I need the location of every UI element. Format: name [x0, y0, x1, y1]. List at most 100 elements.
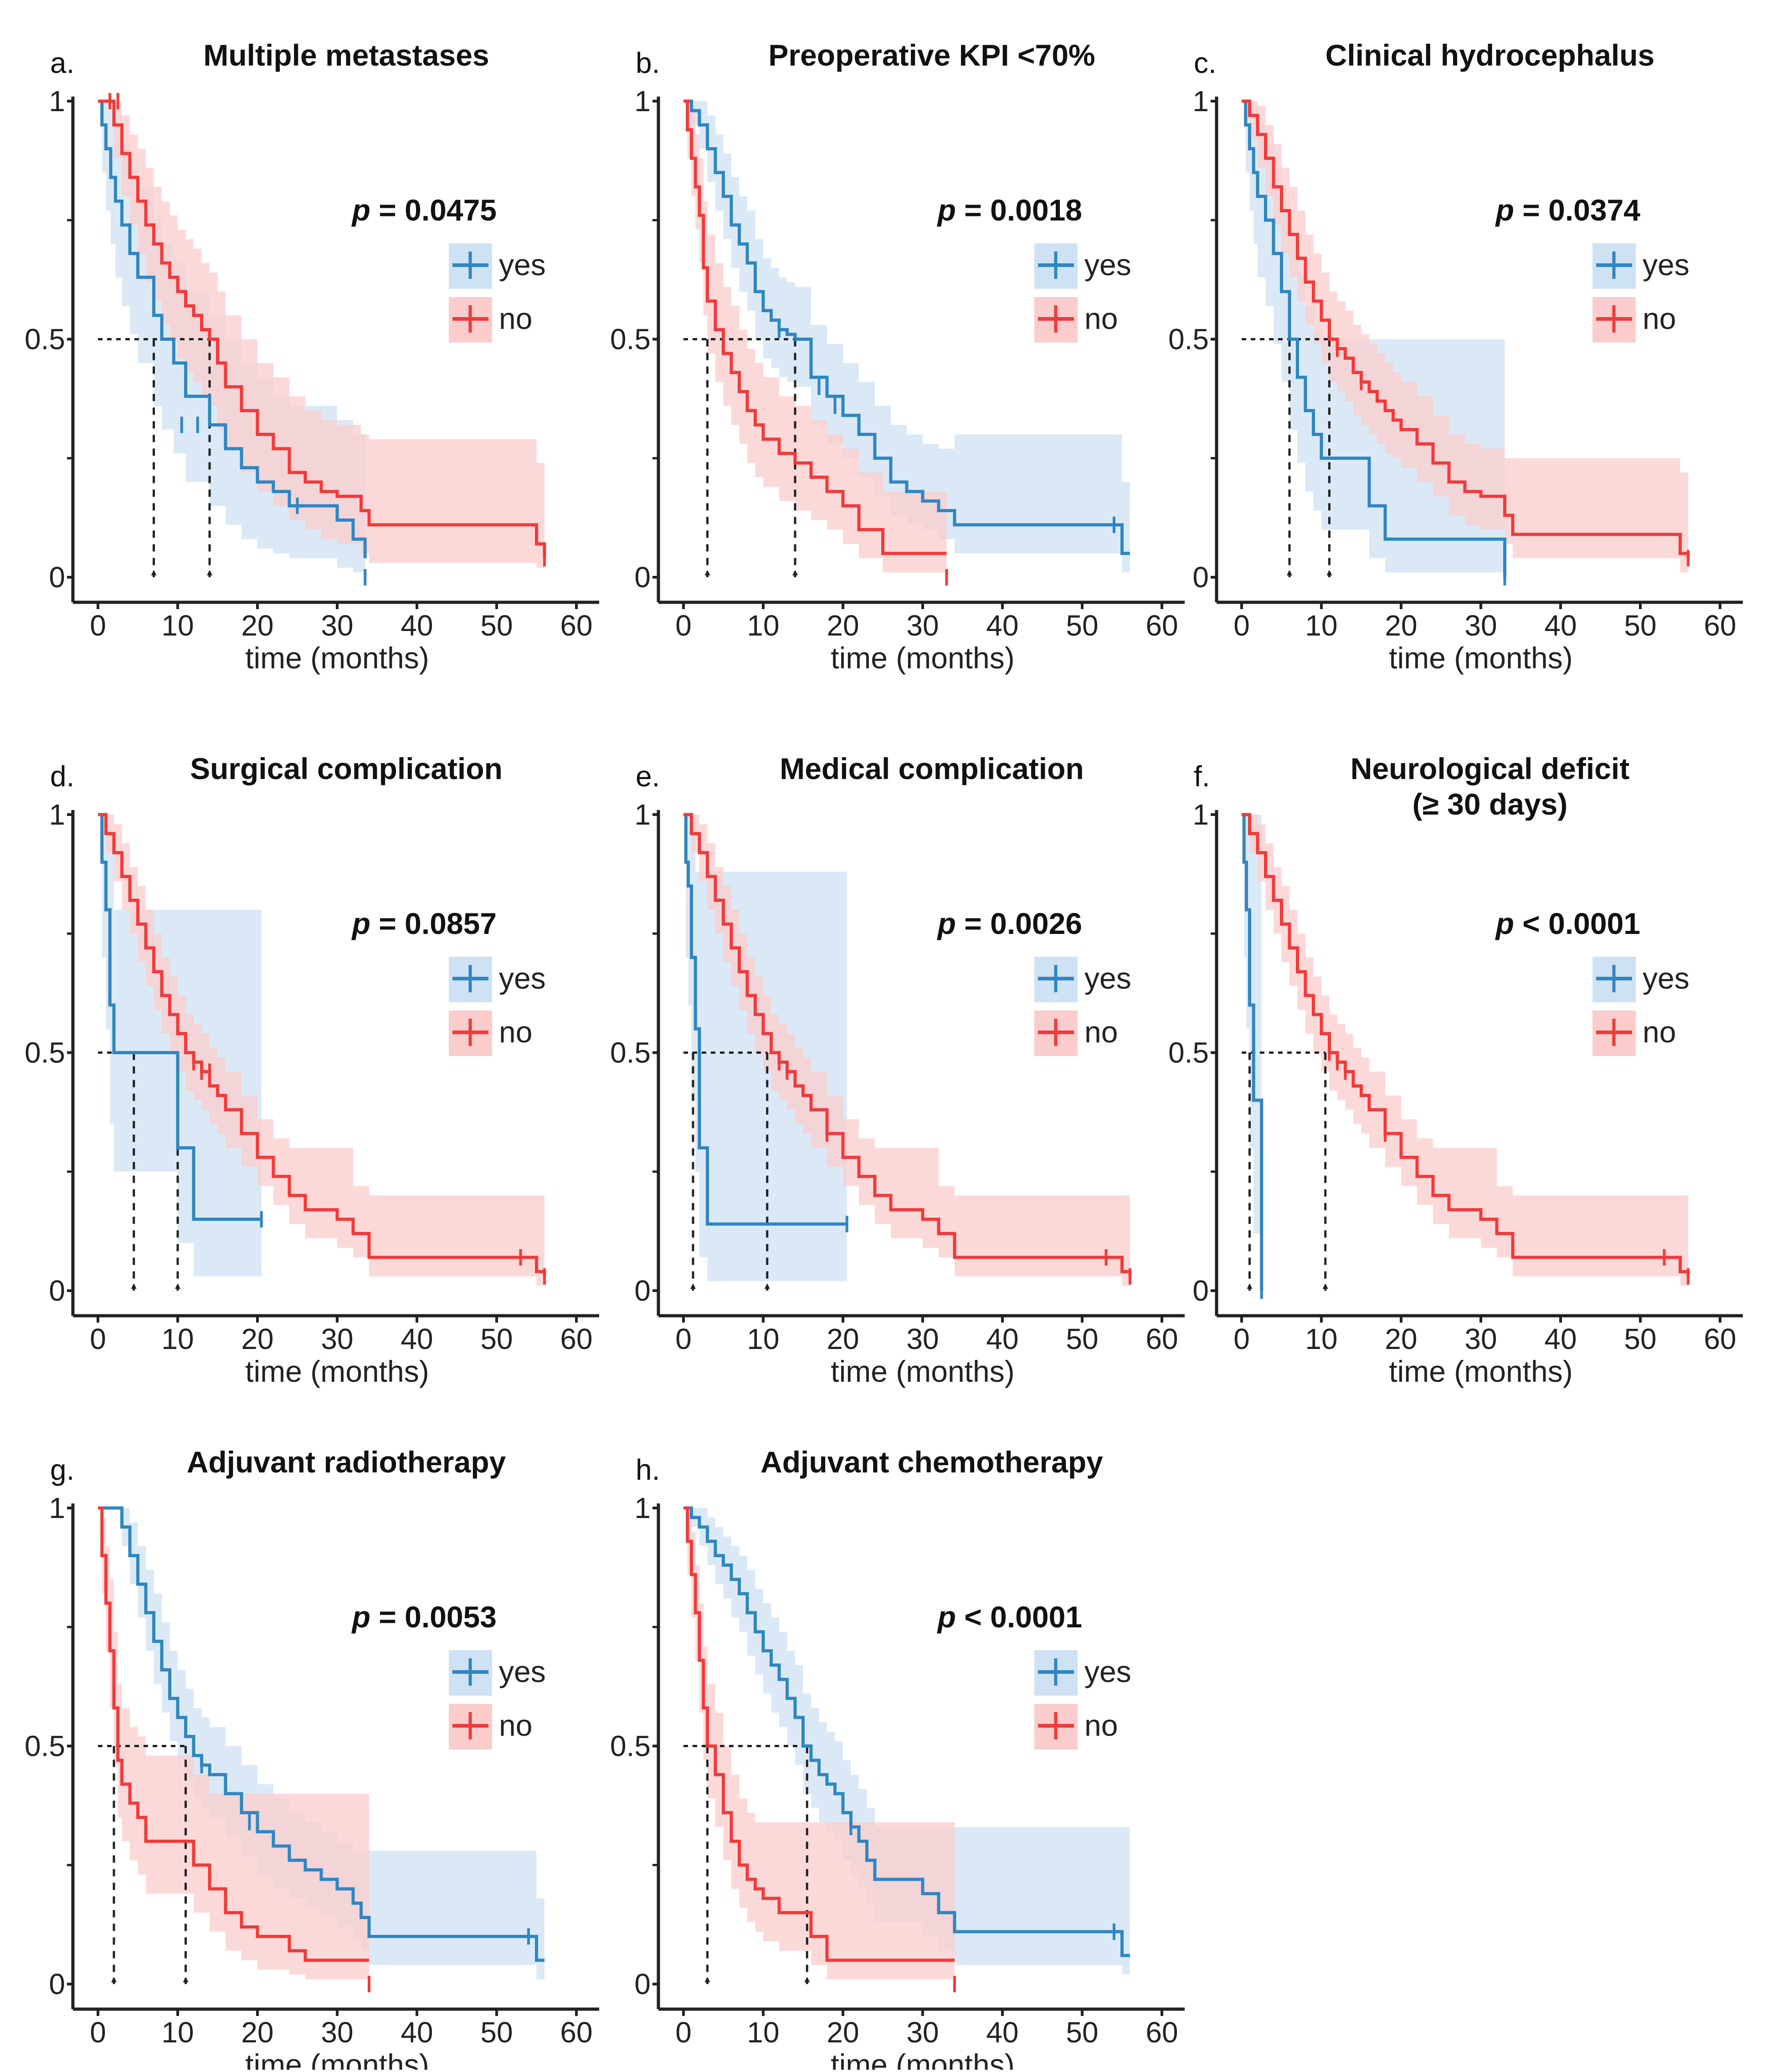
- x-tick-label: 0: [675, 2016, 692, 2049]
- panel-title: Multiple metastases: [203, 38, 489, 72]
- legend-label-yes: yes: [499, 248, 546, 282]
- p-value: p = 0.0053: [351, 1600, 497, 1634]
- x-tick-label: 20: [1385, 609, 1417, 642]
- x-tick-label: 50: [480, 1323, 513, 1355]
- p-value: p = 0.0475: [351, 193, 497, 227]
- x-tick-label: 10: [747, 609, 779, 642]
- x-tick-label: 10: [1305, 1323, 1337, 1355]
- legend-key-no: no: [1592, 297, 1676, 343]
- y-tick-label: 0: [1192, 1274, 1209, 1307]
- legend-key-no: no: [1592, 1010, 1676, 1056]
- legend-key-no: no: [1034, 297, 1118, 343]
- legend-label-no: no: [499, 1015, 532, 1049]
- legend-label-yes: yes: [1084, 248, 1131, 282]
- panel-title: Adjuvant radiotherapy: [187, 1445, 506, 1479]
- survival-line-no: [683, 1506, 955, 1962]
- ci-band-no: [98, 101, 544, 577]
- median-marker-yes: [183, 1977, 189, 1982]
- x-tick-label: 20: [827, 1323, 859, 1355]
- x-tick-label: 30: [906, 609, 939, 642]
- panel-letter: c.: [1194, 46, 1217, 79]
- median-marker-no: [1322, 1283, 1328, 1289]
- median-marker-yes: [151, 570, 157, 575]
- ci-band-yes: [683, 1508, 1130, 1975]
- panel-title: (≥ 30 days): [1412, 787, 1568, 821]
- survival-line-no: [1242, 813, 1690, 1277]
- x-tick-label: 50: [1066, 2016, 1098, 2049]
- y-tick-label: 0.5: [610, 323, 651, 356]
- p-value-symbol: p: [1495, 193, 1514, 227]
- survival-line-no: [98, 813, 546, 1277]
- p-value-text: = 0.0018: [956, 193, 1082, 227]
- x-tick-label: 10: [161, 609, 194, 642]
- x-tick-label: 40: [401, 2016, 433, 2049]
- x-tick-label: 20: [241, 1323, 273, 1355]
- x-tick-label: 40: [986, 609, 1018, 642]
- legend-label-yes: yes: [1643, 248, 1690, 282]
- p-value: p = 0.0374: [1495, 193, 1641, 227]
- p-value-symbol: p: [351, 193, 370, 227]
- survival-line-no: [1242, 99, 1690, 559]
- x-tick-label: 40: [1544, 609, 1577, 642]
- panel-letter: a.: [50, 46, 74, 79]
- legend-key-yes: yes: [449, 243, 546, 289]
- legend-key-yes: yes: [449, 957, 546, 1002]
- p-value: p < 0.0001: [937, 1600, 1082, 1634]
- x-tick-label: 20: [241, 2016, 273, 2049]
- panel-title: Neurological deficit: [1351, 752, 1629, 785]
- median-marker-yes: [131, 1283, 137, 1289]
- ci-band-yes: [98, 1508, 544, 1980]
- p-value: p = 0.0018: [937, 193, 1082, 227]
- x-tick-label: 20: [241, 609, 273, 642]
- survival-line-yes: [98, 1506, 544, 1962]
- x-axis-title: time (months): [245, 2048, 429, 2070]
- median-marker-yes: [1287, 570, 1292, 575]
- y-tick-label: 1: [49, 798, 65, 831]
- x-tick-label: 30: [321, 609, 353, 642]
- y-tick-label: 0.5: [1168, 1036, 1209, 1069]
- panel-letter: h.: [636, 1453, 660, 1486]
- x-tick-label: 50: [480, 609, 513, 642]
- y-tick-label: 1: [1192, 798, 1209, 831]
- legend-key-no: no: [1034, 1704, 1118, 1749]
- legend-key-yes: yes: [1592, 957, 1690, 1002]
- x-tick-label: 0: [90, 609, 106, 642]
- survival-line-no: [98, 1506, 369, 1962]
- y-tick-label: 0.5: [610, 1730, 651, 1763]
- median-marker-no: [704, 570, 710, 575]
- y-tick-label: 0.5: [25, 1730, 65, 1763]
- legend-label-yes: yes: [499, 1655, 546, 1688]
- x-tick-label: 40: [401, 609, 433, 642]
- y-tick-label: 1: [49, 85, 65, 118]
- x-tick-label: 50: [1624, 609, 1656, 642]
- x-tick-label: 60: [1145, 1323, 1178, 1355]
- survival-line-yes: [1242, 813, 1264, 1291]
- panel-title: Clinical hydrocephalus: [1325, 38, 1655, 72]
- y-tick-label: 1: [634, 1492, 651, 1524]
- legend-key-yes: yes: [449, 1650, 546, 1696]
- p-value-text: < 0.0001: [956, 1600, 1082, 1634]
- survival-line-yes: [683, 813, 847, 1226]
- panel-letter: b.: [636, 46, 660, 79]
- x-tick-label: 10: [161, 2016, 194, 2049]
- median-marker-no: [1326, 570, 1332, 575]
- median-marker-no: [764, 1283, 770, 1289]
- legend-key-yes: yes: [1592, 243, 1690, 289]
- x-tick-label: 20: [827, 2016, 859, 2049]
- p-value-symbol: p: [351, 907, 370, 940]
- p-value-symbol: p: [351, 1600, 370, 1634]
- x-tick-label: 50: [480, 2016, 513, 2049]
- x-axis-title: time (months): [831, 641, 1014, 675]
- p-value-symbol: p: [937, 193, 956, 227]
- legend-key-yes: yes: [1034, 1650, 1131, 1696]
- p-value-text: = 0.0026: [956, 907, 1082, 940]
- median-marker-no: [704, 1977, 710, 1982]
- x-tick-label: 60: [560, 2016, 592, 2049]
- survival-line-yes: [683, 1506, 1130, 1957]
- legend-label-yes: yes: [1643, 961, 1690, 995]
- x-axis-title: time (months): [1389, 1354, 1572, 1388]
- p-value: p < 0.0001: [1495, 907, 1640, 940]
- p-value-text: < 0.0001: [1514, 907, 1640, 940]
- p-value-text: = 0.0053: [370, 1600, 497, 1634]
